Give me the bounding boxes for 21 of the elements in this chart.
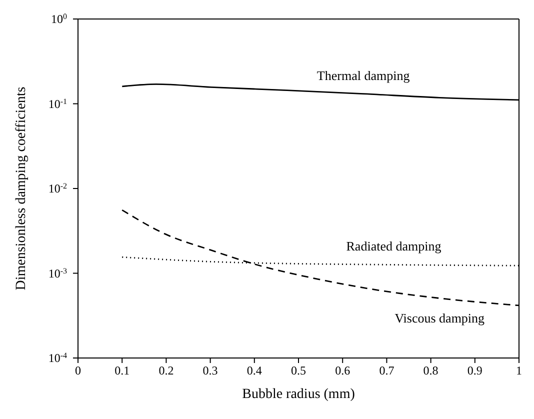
x-tick-label: 0.8 <box>423 364 438 378</box>
y-tick-label: 10$^{0}$ <box>51 12 67 26</box>
x-tick-label: 0.5 <box>291 364 306 378</box>
x-axis-title: Bubble radius (mm) <box>242 387 356 402</box>
y-axis-title: Dimensionless damping coefficients <box>14 86 29 290</box>
x-tick-label: 0.1 <box>114 364 130 378</box>
y-tick-label: 10$^{-1}$ <box>48 96 67 111</box>
y-tick-label: 10$^{-4}$ <box>48 350 67 365</box>
x-tick-label: 0.4 <box>246 364 262 378</box>
y-tick-label: 10$^{-2}$ <box>48 181 67 196</box>
y-tick-label: 10$^{-3}$ <box>48 266 67 280</box>
x-tick-label: 0.2 <box>158 364 174 378</box>
x-tick-label: 0.6 <box>335 364 350 378</box>
x-tick-label: 0.7 <box>379 364 394 378</box>
x-tick-label: 1 <box>516 364 522 378</box>
series-label: Thermal damping <box>316 68 410 83</box>
series-label: Viscous damping <box>394 310 486 326</box>
x-tick-label: 0.3 <box>202 364 218 378</box>
series-label: Radiated damping <box>346 238 442 254</box>
x-tick-label: 0.9 <box>467 364 482 378</box>
x-tick-label: 0 <box>75 364 81 378</box>
